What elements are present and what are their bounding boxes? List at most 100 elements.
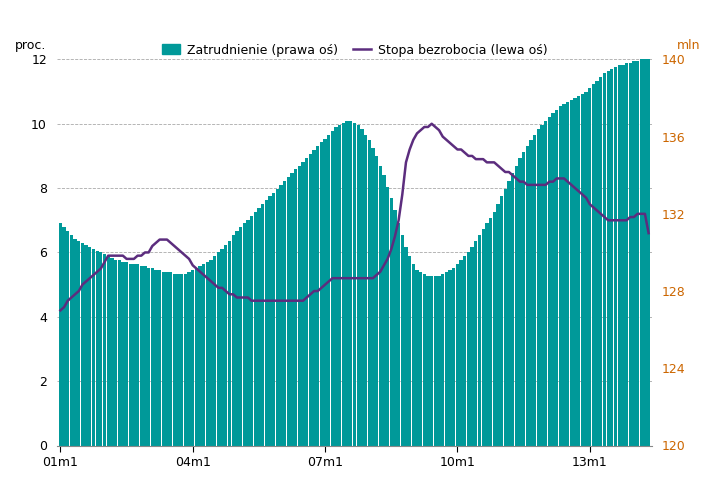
Bar (592, 85, 595, 446)
Bar (478, 235, 481, 446)
Bar (636, 61, 640, 446)
Bar (323, 139, 327, 446)
Bar (434, 276, 437, 446)
Bar (481, 229, 485, 446)
Bar (629, 63, 632, 446)
Bar (342, 123, 345, 446)
Bar (393, 210, 396, 446)
Bar (618, 65, 621, 446)
Bar (500, 197, 503, 446)
Bar (313, 150, 316, 446)
Bar (437, 276, 441, 446)
Bar (632, 61, 635, 446)
Bar (382, 175, 386, 446)
Bar (209, 260, 213, 446)
Bar (496, 204, 500, 446)
Bar (584, 92, 588, 446)
Bar (471, 247, 474, 446)
Bar (184, 274, 187, 446)
Bar (537, 129, 540, 446)
Bar (372, 148, 374, 446)
Bar (128, 264, 132, 446)
Bar (305, 158, 308, 446)
Bar (228, 241, 231, 446)
Bar (485, 224, 489, 446)
Bar (390, 198, 393, 446)
Bar (133, 264, 135, 446)
Bar (643, 59, 647, 446)
Bar (103, 254, 106, 446)
Bar (404, 247, 408, 446)
Bar (349, 121, 352, 446)
Bar (525, 147, 529, 446)
Bar (162, 272, 165, 446)
Bar (147, 268, 150, 446)
Bar (518, 158, 522, 446)
Bar (430, 276, 433, 446)
Bar (261, 204, 264, 446)
Bar (279, 185, 283, 446)
Bar (69, 235, 73, 446)
Bar (530, 141, 532, 446)
Bar (448, 270, 452, 446)
Bar (419, 272, 423, 446)
Bar (570, 100, 573, 446)
Bar (621, 65, 625, 446)
Bar (547, 117, 551, 446)
Bar (106, 256, 110, 446)
Bar (423, 274, 426, 446)
Bar (250, 216, 253, 446)
Bar (110, 258, 113, 446)
Bar (202, 264, 206, 446)
Bar (246, 220, 250, 446)
Bar (224, 245, 228, 446)
Bar (220, 248, 224, 446)
Bar (74, 239, 77, 446)
Bar (308, 154, 312, 446)
Bar (625, 63, 628, 446)
Bar (320, 143, 323, 446)
Bar (232, 235, 235, 446)
Bar (84, 245, 88, 446)
Bar (507, 181, 510, 446)
Bar (522, 152, 525, 446)
Bar (467, 252, 470, 446)
Bar (143, 266, 147, 446)
Bar (415, 270, 418, 446)
Bar (81, 243, 84, 446)
Bar (195, 268, 198, 446)
Bar (165, 272, 169, 446)
Bar (150, 268, 154, 446)
Bar (353, 123, 356, 446)
Bar (408, 256, 411, 446)
Bar (345, 121, 349, 446)
Bar (180, 274, 184, 446)
Bar (566, 102, 569, 446)
Bar (581, 94, 584, 446)
Bar (114, 260, 117, 446)
Bar (386, 187, 389, 446)
Bar (574, 98, 576, 445)
Bar (459, 260, 463, 446)
Bar (331, 131, 334, 446)
Bar (338, 125, 342, 446)
Bar (316, 147, 319, 446)
Bar (327, 135, 330, 446)
Bar (489, 218, 492, 446)
Bar (59, 224, 62, 446)
Bar (562, 104, 566, 446)
Bar (191, 270, 194, 446)
Bar (294, 169, 297, 446)
Bar (375, 156, 378, 446)
Bar (239, 227, 242, 446)
Bar (360, 129, 364, 446)
Bar (301, 162, 305, 446)
Bar (493, 212, 496, 446)
Bar (640, 59, 643, 446)
Bar (199, 266, 202, 446)
Text: mln: mln (676, 39, 700, 51)
Bar (291, 173, 294, 446)
Bar (367, 141, 371, 446)
Bar (268, 197, 272, 446)
Bar (77, 241, 80, 446)
